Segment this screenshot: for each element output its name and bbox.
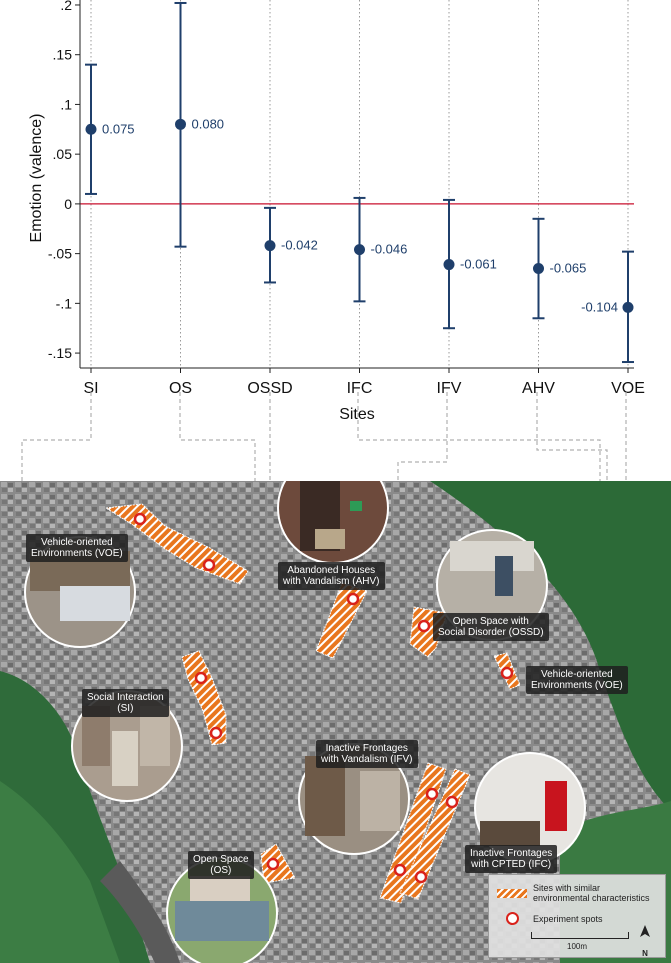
experiment-spot xyxy=(500,666,514,680)
x-tick-label: OS xyxy=(169,380,192,397)
label-si: Social Interaction (SI) xyxy=(82,689,169,717)
data-label: -0.042 xyxy=(281,238,318,253)
y-tick-label: -.15 xyxy=(48,345,72,361)
emotion-valence-chart: .2 .15 .1 .05 0 -.05 -.1 -.15 SI OS OSSD IFC IFV AHV V… xyxy=(28,0,645,423)
site-map: Vehicle-oriented Environments (VOE) Aban… xyxy=(0,481,671,963)
experiment-spot xyxy=(209,726,223,740)
scale-label: 100m xyxy=(567,942,588,951)
experiment-spot xyxy=(445,795,459,809)
label-ahv: Abandoned Houses with Vandalism (AHV) xyxy=(278,562,385,590)
map-legend: Sites with similar environmental charact… xyxy=(488,874,666,958)
experiment-spot xyxy=(133,512,147,526)
label-ifv: Inactive Frontages with Vandalism (IFV) xyxy=(316,740,418,768)
photo-ifc xyxy=(474,752,586,864)
point-estimate xyxy=(175,118,186,130)
data-label: -0.046 xyxy=(371,242,408,257)
y-tick-label: 0 xyxy=(64,196,72,212)
legend-site-swatch xyxy=(497,889,527,898)
point-estimate xyxy=(354,244,365,256)
y-tick-label: -.05 xyxy=(48,246,72,262)
label-voe-left: Vehicle-oriented Environments (VOE) xyxy=(26,534,128,562)
data-label: 0.075 xyxy=(102,121,135,136)
data-label: -0.104 xyxy=(581,299,618,314)
photo-ahv xyxy=(277,481,389,564)
data-label: -0.065 xyxy=(550,261,587,276)
label-ifc: Inactive Frontages with CPTED (IFC) xyxy=(465,845,558,873)
experiment-spot xyxy=(393,863,407,877)
point-estimate xyxy=(264,240,276,252)
experiment-spot xyxy=(266,857,280,871)
y-tick-label: .05 xyxy=(53,146,73,162)
x-tick-label: AHV xyxy=(522,380,555,397)
north-label: N xyxy=(642,949,648,958)
x-tick-label: OSSD xyxy=(247,380,292,397)
experiment-spot xyxy=(202,558,216,572)
forest-top-right xyxy=(430,481,671,811)
legend-sites-label: Sites with similar environmental charact… xyxy=(533,883,650,903)
experiment-spot xyxy=(346,592,360,606)
experiment-spot xyxy=(194,671,208,685)
experiment-spot xyxy=(417,619,431,633)
y-tick-label: .15 xyxy=(53,47,73,63)
point-estimate xyxy=(622,301,634,313)
photo-ossd xyxy=(436,529,548,641)
site-zone-si xyxy=(181,650,227,746)
y-tick-label: .1 xyxy=(60,96,72,112)
x-tick-label: IFV xyxy=(437,380,462,397)
photo-ifv xyxy=(298,743,410,855)
y-tick-label: -.1 xyxy=(56,295,73,311)
legend-spots-label: Experiment spots xyxy=(533,914,603,924)
label-ossd: Open Space with Social Disorder (OSSD) xyxy=(433,613,549,641)
experiment-spots xyxy=(133,512,514,884)
label-os: Open Space (OS) xyxy=(188,851,254,879)
data-label: 0.080 xyxy=(192,116,225,131)
point-estimate xyxy=(85,123,97,135)
scale-bar xyxy=(531,932,629,939)
data-label: -0.061 xyxy=(460,257,497,272)
x-tick-label: IFC xyxy=(347,380,373,397)
x-axis-label: Sites xyxy=(339,406,375,423)
experiment-spot xyxy=(425,787,439,801)
label-voe-right: Vehicle-oriented Environments (VOE) xyxy=(526,666,628,694)
north-arrow-icon: N xyxy=(639,925,651,958)
photo-os xyxy=(166,857,278,963)
legend-spot-marker xyxy=(506,912,519,925)
x-tick-label: SI xyxy=(83,380,98,397)
point-estimate xyxy=(533,263,544,275)
y-axis-label: Emotion (valence) xyxy=(28,114,45,243)
y-tick-label: .2 xyxy=(60,0,72,13)
point-estimate xyxy=(443,259,455,271)
experiment-spot xyxy=(414,870,428,884)
x-tick-label: VOE xyxy=(611,380,645,397)
